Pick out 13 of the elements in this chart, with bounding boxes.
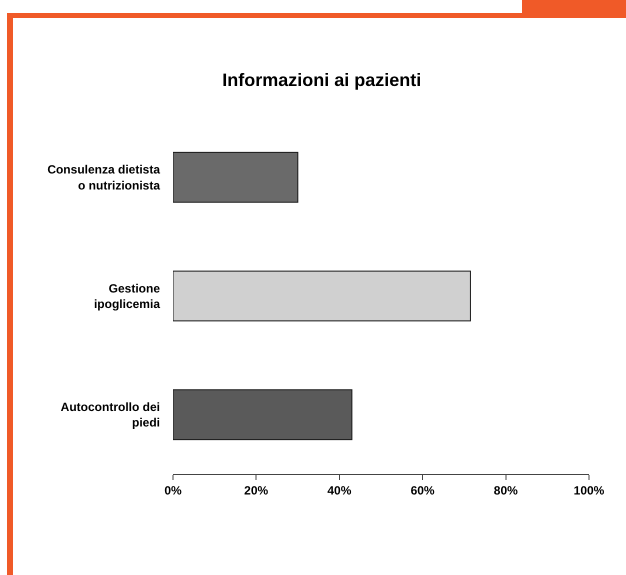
chart-title: Informazioni ai pazienti [222, 70, 422, 90]
bar [173, 152, 298, 203]
y-tick-label: Consulenza dietista o nutrizionista [47, 162, 160, 192]
x-tick-label: 80% [494, 483, 518, 498]
bar [173, 389, 352, 440]
x-tick-label: 60% [410, 483, 435, 498]
x-tick-label: 40% [327, 483, 352, 498]
bar [173, 270, 471, 322]
x-tick-label: 0% [164, 483, 182, 498]
x-tick-label: 20% [244, 483, 269, 498]
y-tick-label: Gestione ipoglicemia [94, 281, 160, 311]
y-tick-label: Autocontrollo dei piedi [60, 400, 160, 430]
x-tick-label: 100% [574, 483, 605, 498]
